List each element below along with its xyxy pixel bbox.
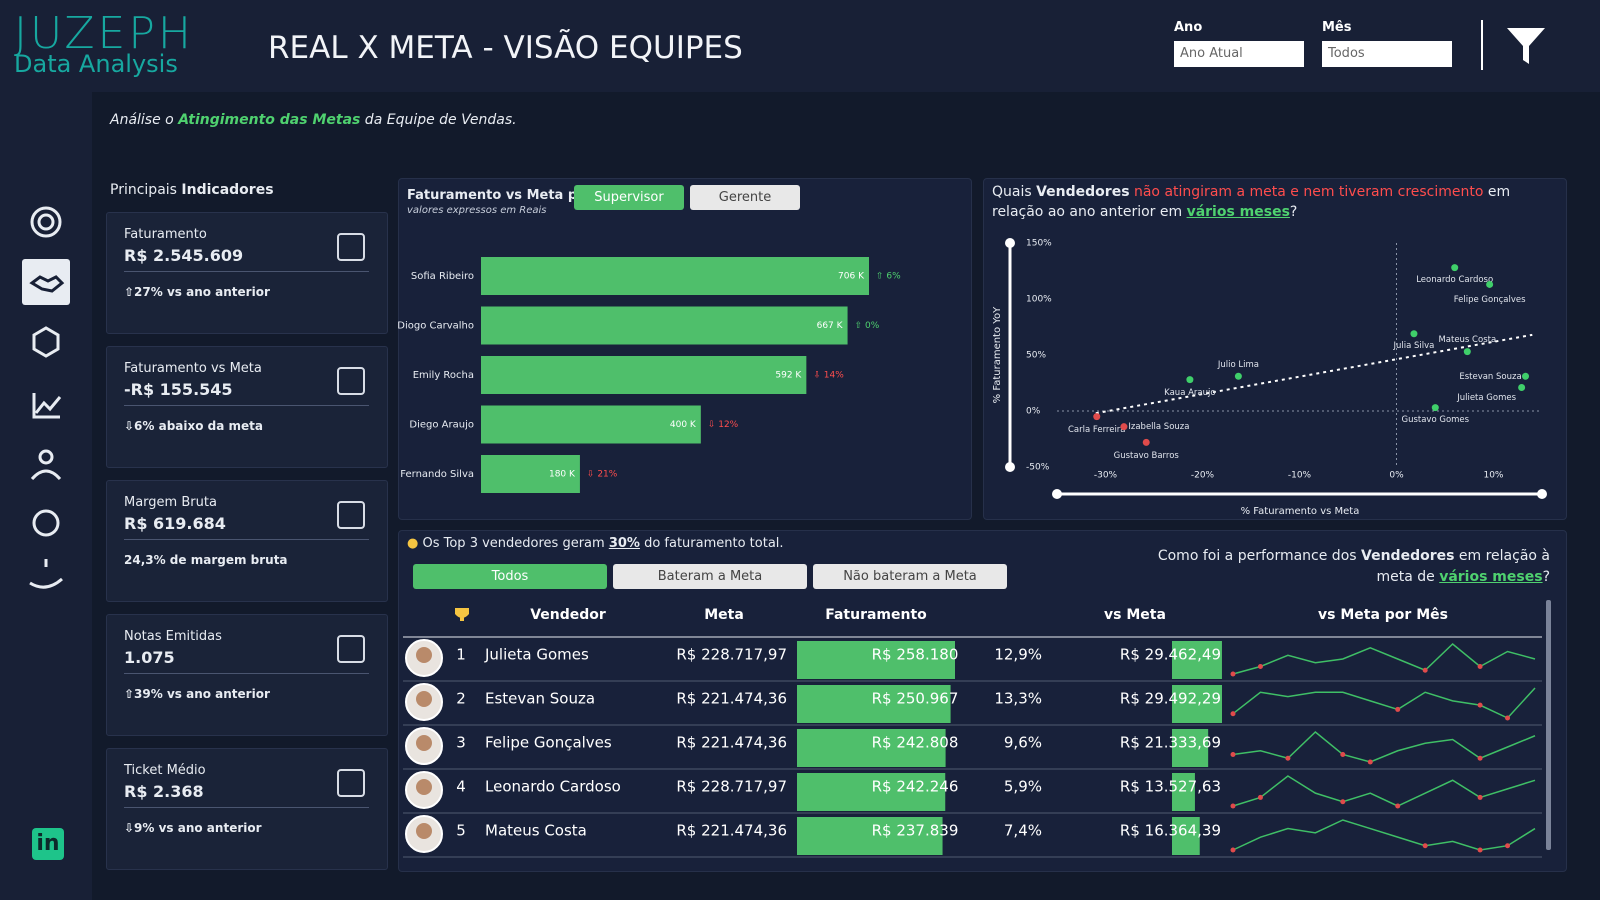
text: ? xyxy=(1289,204,1298,220)
bar-subtitle: valores expressos em Reais xyxy=(407,205,547,216)
text: não atingiram a meta e nem tiveram cresc… xyxy=(1129,184,1484,200)
kpi-note: ⇩9% vs ano anterior xyxy=(124,821,262,835)
bar-title: Faturamento vs Meta por xyxy=(407,188,593,203)
toggle-gerente[interactable]: Gerente xyxy=(690,185,800,210)
logo-bottom: Data Analysis xyxy=(14,50,178,78)
text: Vendedores xyxy=(1361,548,1455,564)
funnel xyxy=(1507,28,1545,64)
kpi-icon xyxy=(337,635,365,663)
circle xyxy=(37,213,55,231)
btn-bateram[interactable]: Bateram a Meta xyxy=(613,564,807,589)
filter-value[interactable]: Ano Atual xyxy=(1174,41,1304,67)
text: da Equipe de Vendas. xyxy=(360,112,517,128)
kpi-separator xyxy=(124,405,369,406)
kpi-value: -R$ 155.545 xyxy=(124,380,233,399)
path xyxy=(29,275,65,293)
g xyxy=(22,206,70,589)
table-question: Como foi a performance dos Vendedores em… xyxy=(1130,546,1550,588)
kpi-card: Margem Bruta R$ 619.684 24,3% de margem br… xyxy=(106,480,388,602)
text: Os Top 3 vendedores geram xyxy=(422,536,609,551)
filter-year[interactable]: Ano Ano Atual xyxy=(1174,20,1304,67)
text: Principais xyxy=(110,182,182,198)
kpi-value: R$ 2.368 xyxy=(124,782,204,801)
kpi-card: Faturamento R$ 2.545.609 ⇧27% vs ano anter… xyxy=(106,212,388,334)
kpi-icon xyxy=(337,367,365,395)
filter-month[interactable]: Mês Todos xyxy=(1322,20,1452,67)
kpi-title: Faturamento xyxy=(124,227,207,242)
kpi-title: Ticket Médio xyxy=(124,763,206,778)
sidebar xyxy=(0,92,92,900)
top3-note: ● Os Top 3 vendedores geram 30% do fatur… xyxy=(407,536,784,551)
kpi-separator xyxy=(124,673,369,674)
nav-deals[interactable] xyxy=(22,259,70,305)
u: 30% xyxy=(609,536,640,551)
text: 30% xyxy=(608,536,640,551)
kpi-icon xyxy=(337,501,365,529)
kpi-title: Faturamento vs Meta xyxy=(124,361,262,376)
btn-todos[interactable]: Todos xyxy=(413,564,607,589)
nav-care[interactable] xyxy=(29,559,63,589)
highlight: Atingimento das Metas xyxy=(178,112,361,128)
nav-team[interactable] xyxy=(38,449,54,465)
nav-product[interactable] xyxy=(32,326,60,358)
nav-trend[interactable] xyxy=(32,393,62,419)
divider xyxy=(1481,20,1483,70)
kpi-icon xyxy=(337,233,365,261)
text: vários meses xyxy=(1439,569,1543,585)
toggle-supervisor[interactable]: Supervisor xyxy=(574,185,684,210)
logo-top: JUZEPH xyxy=(14,8,194,59)
filter-label: Ano xyxy=(1174,20,1203,35)
kpi-card: Notas Emitidas 1.075 ⇧39% vs ano anterior xyxy=(106,614,388,736)
nav-goal[interactable] xyxy=(30,206,62,238)
scatter-panel xyxy=(983,178,1567,520)
path xyxy=(30,469,62,481)
scatter-title: Quais Vendedores não atingiram a meta e … xyxy=(992,182,1552,222)
subtitle: Análise o Atingimento das Metas da Equip… xyxy=(110,112,517,128)
text: do faturamento total. xyxy=(639,536,784,551)
filter-icon[interactable] xyxy=(1505,26,1547,66)
text: Indicadores xyxy=(181,182,274,198)
text: Vendedores xyxy=(1036,184,1130,200)
kpi-separator xyxy=(124,807,369,808)
text: em relação à meta de xyxy=(1376,548,1550,585)
kpi-title: Notas Emitidas xyxy=(124,629,222,644)
kpi-card: Ticket Médio R$ 2.368 ⇩9% vs ano anterior xyxy=(106,748,388,870)
kpi-value: R$ 2.545.609 xyxy=(124,246,244,265)
text: vários meses xyxy=(1186,204,1290,220)
text: Quais xyxy=(992,184,1037,200)
linkedin[interactable]: in xyxy=(32,828,64,860)
kpi-separator xyxy=(124,271,369,272)
kpi-separator xyxy=(124,539,369,540)
bulb: ● xyxy=(407,536,419,551)
text: Como foi a performance dos xyxy=(1157,548,1362,564)
kpi-icon xyxy=(337,769,365,797)
text: ? xyxy=(1542,569,1550,585)
kpi-note: 24,3% de margem bruta xyxy=(124,553,288,567)
bar-panel xyxy=(398,178,972,520)
text: em relação ao ano anterior em xyxy=(992,184,1511,220)
text: Análise o xyxy=(110,112,179,128)
kpi-value: R$ 619.684 xyxy=(124,514,226,533)
btn-nao-bateram[interactable]: Não bateram a Meta xyxy=(813,564,1007,589)
kpi-title: Margem Bruta xyxy=(124,495,217,510)
nav-network[interactable] xyxy=(32,509,60,537)
kpi-heading: Principais Indicadores xyxy=(110,182,274,198)
kpi-value: 1.075 xyxy=(124,648,175,667)
filter-label: Mês xyxy=(1322,20,1352,35)
filter-value[interactable]: Todos xyxy=(1322,41,1452,67)
kpi-note: ⇧27% vs ano anterior xyxy=(124,285,270,299)
kpi-card: Faturamento vs Meta -R$ 155.545 ⇩6% abaixo… xyxy=(106,346,388,468)
kpi-note: ⇧39% vs ano anterior xyxy=(124,687,270,701)
page-title: REAL X META - VISÃO EQUIPES xyxy=(268,30,743,66)
nav-icons xyxy=(22,206,70,589)
kpi-note: ⇩6% abaixo da meta xyxy=(124,419,264,433)
